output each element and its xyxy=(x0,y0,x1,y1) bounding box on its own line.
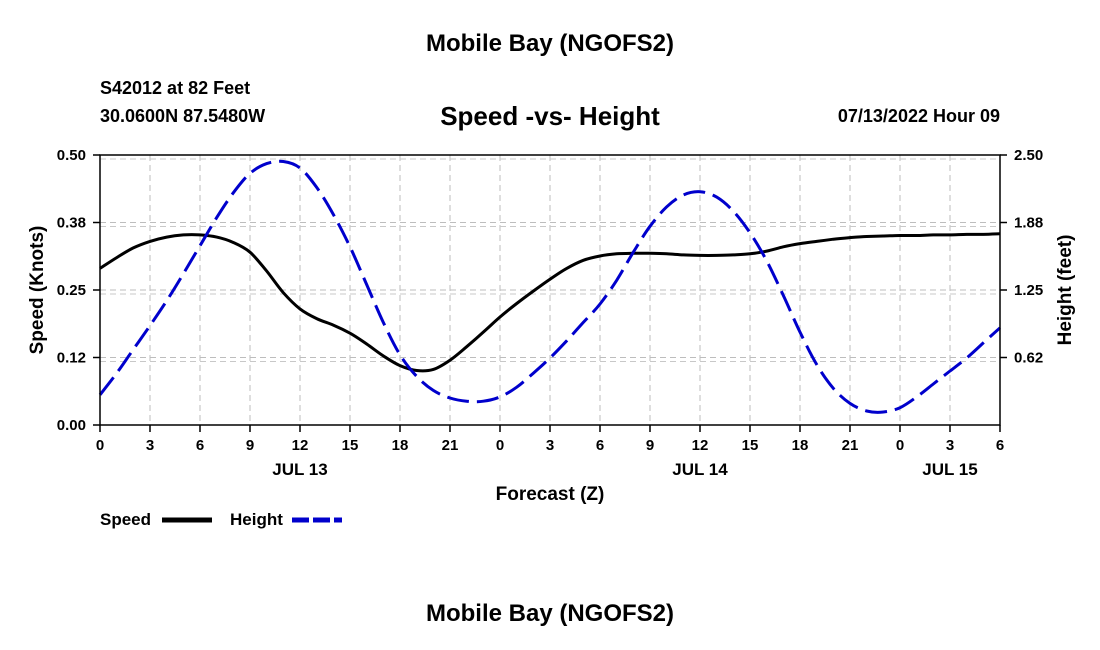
timestamp-label: 07/13/2022 Hour 09 xyxy=(837,106,1000,126)
series-lines xyxy=(98,159,1001,414)
x-tick-label: 9 xyxy=(246,437,254,454)
y-axis-right-label: Height (feet) xyxy=(1055,235,1076,346)
x-tick-label: 12 xyxy=(692,437,709,454)
coordinates-label: 30.0600N 87.5480W xyxy=(100,106,266,126)
x-tick-label: 3 xyxy=(546,437,554,454)
x-tick-label: 6 xyxy=(196,437,204,454)
x-tick-label: 9 xyxy=(646,437,654,454)
chart-title: Speed -vs- Height xyxy=(440,101,660,131)
x-tick-label: 18 xyxy=(392,437,409,454)
y-left-tick-label: 0.12 xyxy=(57,350,86,367)
x-tick-label: 15 xyxy=(742,437,759,454)
speed-height-chart: 0 3 6 9 12 15 18 21 0 3 6 9 12 15 18 21 0 3 6 JUL 13 JUL 14 J… xyxy=(27,147,1076,529)
y-axis-left-label: Speed (Knots) xyxy=(27,226,48,355)
x-tick-label: 6 xyxy=(996,437,1004,454)
y-left-tick-label: 0.25 xyxy=(57,282,86,299)
x-tick-label: 18 xyxy=(792,437,809,454)
y-left-tick-label: 0.50 xyxy=(57,147,86,164)
y-right-tick-label: 2.50 xyxy=(1014,147,1043,164)
day-label: JUL 14 xyxy=(672,460,728,479)
x-tick-label: 3 xyxy=(146,437,154,454)
series-line-speed xyxy=(99,232,1001,373)
x-tick-label: 0 xyxy=(96,437,104,454)
x-tick-label: 21 xyxy=(842,437,859,454)
page-title: Mobile Bay (NGOFS2) xyxy=(425,30,675,57)
x-tick-label: 0 xyxy=(496,437,504,454)
day-label: JUL 13 xyxy=(272,460,327,479)
axes: 0 3 6 9 12 15 18 21 0 3 6 9 12 15 18 21 0 3 6 JUL 13 JUL 14 J… xyxy=(57,147,1043,479)
x-tick-label: 0 xyxy=(896,437,904,454)
legend-speed-label: Speed xyxy=(100,510,151,529)
legend: Speed Height xyxy=(100,510,342,529)
x-tick-label: 3 xyxy=(946,437,954,454)
footer-title: Mobile Bay (NGOFS2) xyxy=(425,600,675,627)
x-tick-label: 12 xyxy=(292,437,309,454)
x-axis-label: Forecast (Z) xyxy=(496,484,605,505)
x-tick-label: 6 xyxy=(596,437,604,454)
y-left-tick-label: 0.00 xyxy=(57,417,86,434)
y-left-tick-label: 0.38 xyxy=(57,215,86,232)
station-label: S42012 at 82 Feet xyxy=(100,78,251,98)
grid xyxy=(100,154,1000,425)
x-tick-label: 15 xyxy=(342,437,359,454)
legend-height-label: Height xyxy=(230,510,283,529)
series-line-height xyxy=(98,159,1001,414)
day-label: JUL 15 xyxy=(922,460,977,479)
y-right-tick-label: 1.88 xyxy=(1014,215,1043,232)
y-right-tick-label: 0.62 xyxy=(1014,350,1043,367)
y-right-tick-label: 1.25 xyxy=(1014,282,1043,299)
x-tick-label: 21 xyxy=(442,437,459,454)
